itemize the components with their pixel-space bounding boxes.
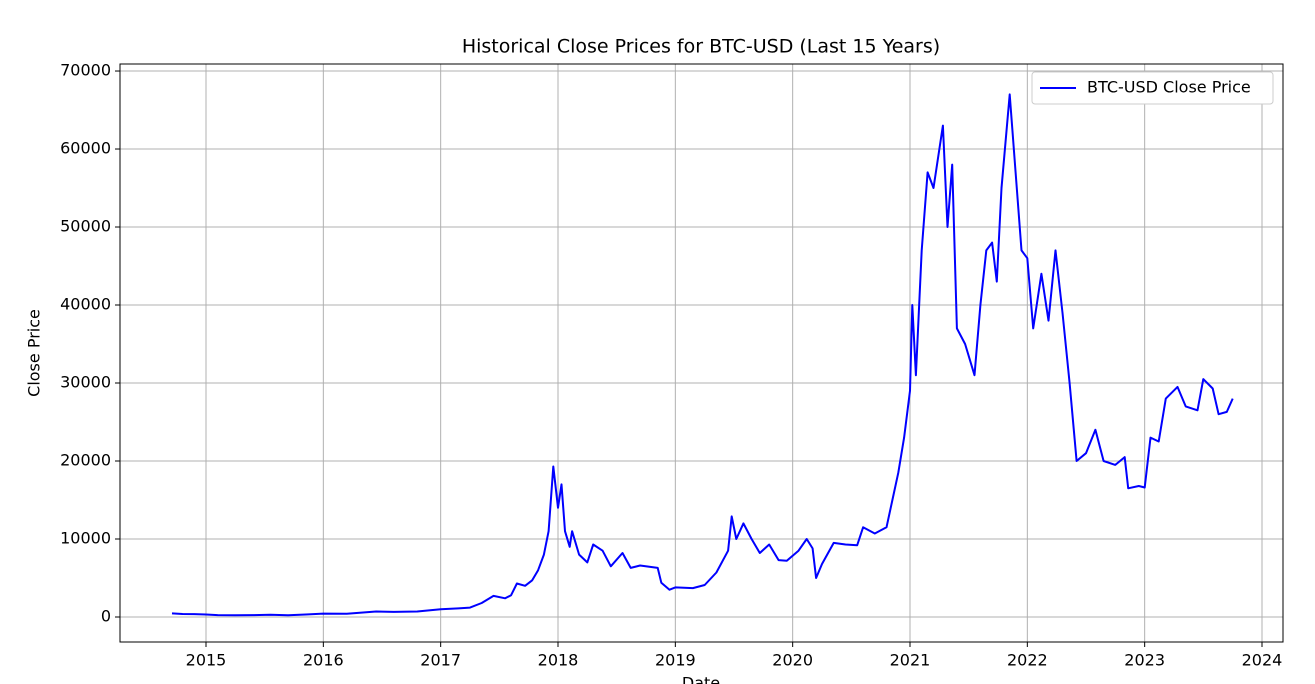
y-axis-label: Close Price	[25, 309, 44, 397]
x-tick-label: 2020	[772, 651, 813, 670]
y-tick-label: 20000	[60, 451, 111, 470]
y-tick-label: 70000	[60, 61, 111, 80]
x-axis-label: Date	[682, 674, 720, 684]
x-tick-label: 2023	[1124, 651, 1165, 670]
y-tick-label: 60000	[60, 139, 111, 158]
x-tick-label: 2019	[655, 651, 696, 670]
x-tick-label: 2016	[303, 651, 344, 670]
x-tick-label: 2021	[890, 651, 931, 670]
x-tick-label: 2022	[1007, 651, 1048, 670]
y-tick-label: 40000	[60, 295, 111, 314]
x-tick-label: 2024	[1242, 651, 1283, 670]
y-tick-label: 0	[101, 607, 111, 626]
x-tick-label: 2017	[420, 651, 461, 670]
legend-label: BTC-USD Close Price	[1087, 78, 1251, 97]
x-tick-label: 2018	[538, 651, 579, 670]
y-tick-label: 10000	[60, 529, 111, 548]
line	[171, 93, 1234, 617]
legend-box	[1031, 71, 1274, 105]
chart-title: Historical Close Prices for BTC-USD (Las…	[462, 36, 940, 58]
y-tick-label: 50000	[60, 217, 111, 236]
plot-frame	[119, 63, 1284, 643]
y-tick-label: 30000	[60, 373, 111, 392]
x-tick-label: 2015	[186, 651, 227, 670]
